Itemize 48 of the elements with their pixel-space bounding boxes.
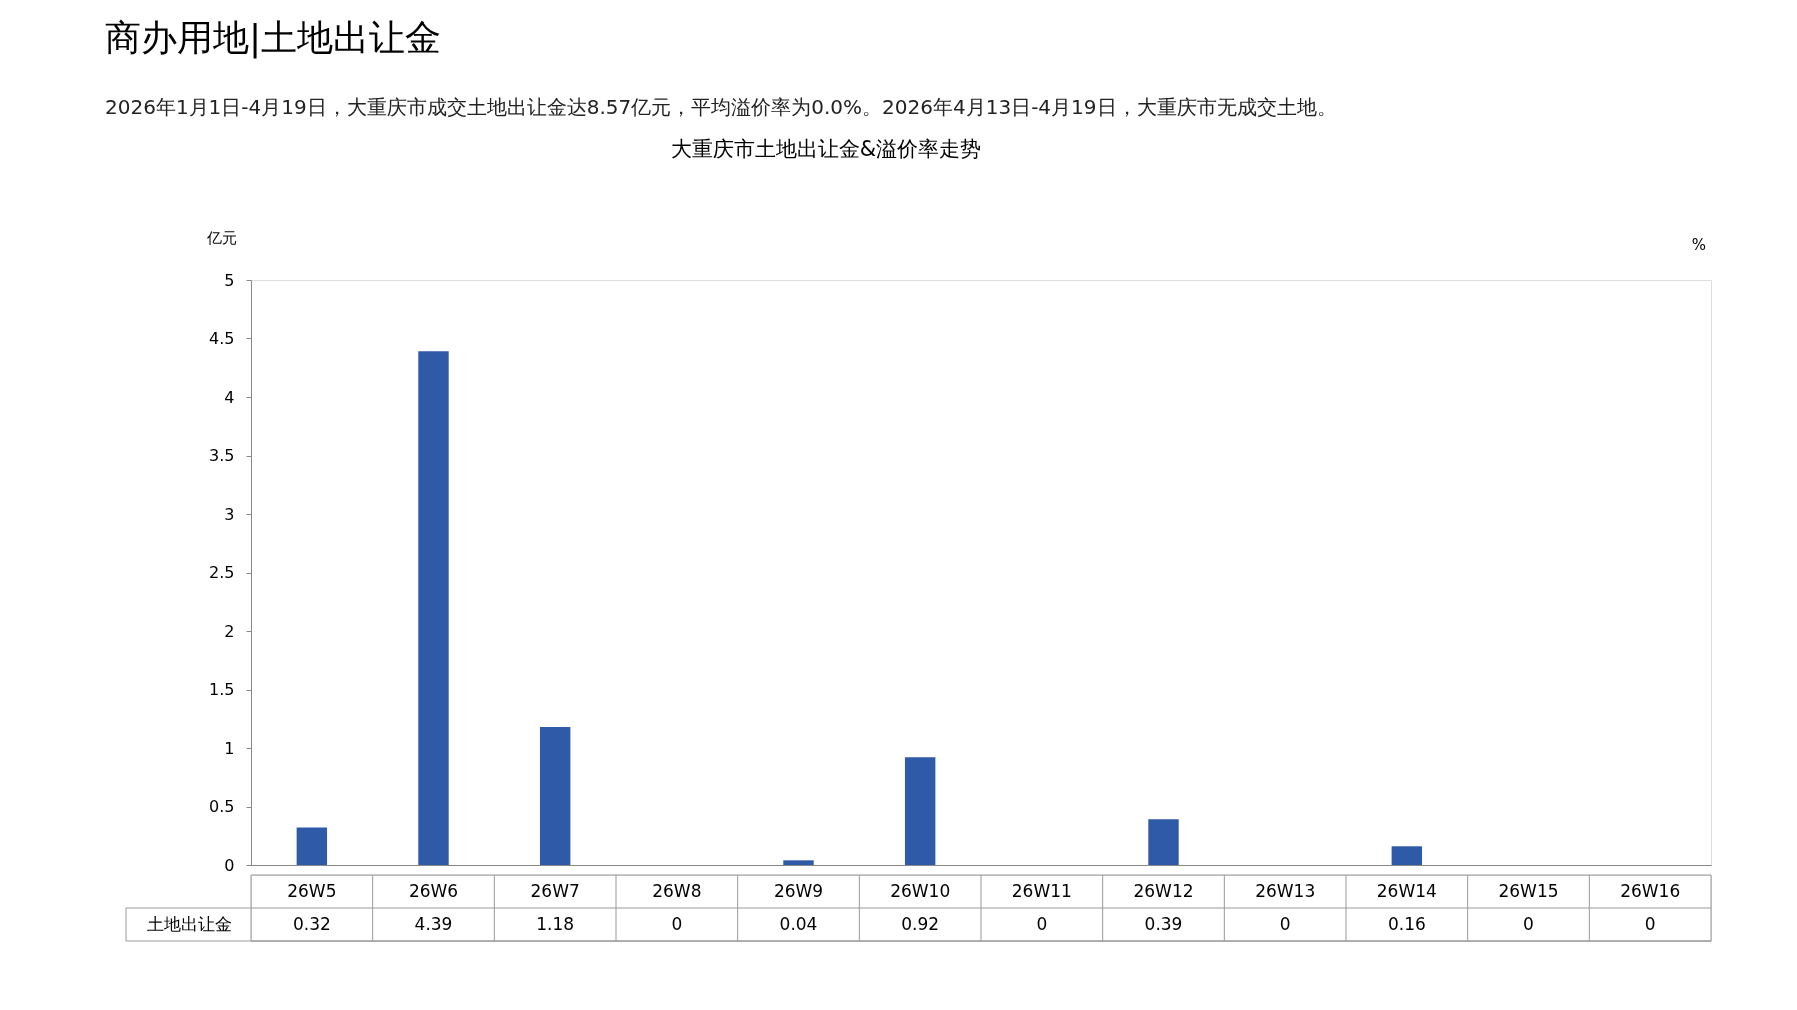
x-tick-label: 26W11 [1011,880,1072,901]
data-label: 0 [1279,913,1291,934]
bar [539,726,571,865]
data-label: 0 [1644,913,1656,934]
y-tick-label: 2 [224,621,235,641]
bar [418,351,449,865]
data-label: 0.32 [292,913,331,934]
text: 大重庆市土地出让金&溢价率走势 [670,137,982,161]
bar [296,827,328,865]
chart-title: 商办用地|土地出让金 [105,16,442,59]
x-tick-label: 26W6 [408,880,459,901]
data-label: 0.16 [1387,913,1426,934]
bar [1391,846,1423,865]
x-tick-label: 26W8 [652,880,702,901]
x-tick-label: 26W15 [1498,880,1559,901]
y-tick-label: 0.5 [209,797,235,816]
data-label: 0 [671,913,683,934]
data-label: 1.18 [536,913,575,934]
y-tick-label: 3.5 [209,446,235,465]
y-tick-label: 4 [224,387,235,407]
x-tick-label: 26W12 [1133,880,1194,901]
bar [904,757,936,865]
data-label: 0 [1523,913,1534,934]
data-label: 0.39 [1144,913,1183,934]
y-tick-label: 1 [224,738,235,758]
x-tick-label: 26W7 [530,880,580,901]
bar [1148,819,1179,865]
chart-subtitle: 2026年1月1日-4月19日，大重庆市成交土地出让金达8.57亿元，平均溢价率为0.0%。2026年4月13日-4月19日，大重庆市无成交土地。 [105,94,1337,119]
y-tick-label: 1.5 [209,680,235,699]
x-tick-label: 26W16 [1620,880,1681,901]
y-axis-title: 亿元 [205,228,237,247]
y-tick-label: 2.5 [209,563,235,582]
x-tick-label: 26W10 [890,880,951,901]
y2-axis-title: % [1691,236,1706,254]
data-label: 4.39 [414,913,453,934]
bar [783,860,814,865]
x-tick-label: 26W14 [1376,880,1437,901]
data-label: 0.92 [901,913,940,934]
x-tick-label: 26W9 [773,880,824,901]
y-tick-label: 0 [224,855,235,875]
y-tick-label: 5 [224,270,235,290]
y-tick-label: 4.5 [209,329,235,348]
data-label: 0.04 [779,913,818,934]
data-label: 0 [1036,913,1048,934]
x-tick-label: 26W13 [1255,880,1316,901]
y-tick-label: 3 [224,504,235,524]
text: 土地出让金 [146,913,232,934]
x-tick-label: 26W5 [287,880,337,901]
